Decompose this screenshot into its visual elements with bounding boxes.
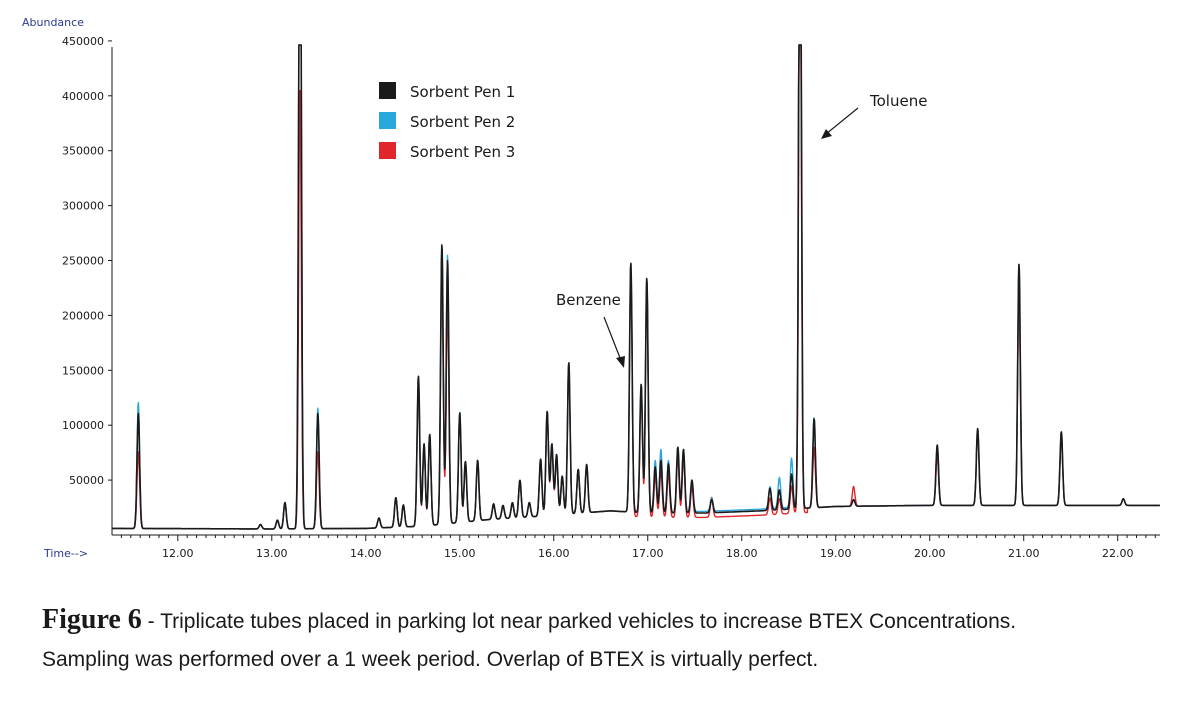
y-tick-label: 50000 [69,474,104,487]
y-tick-label: 450000 [62,35,104,48]
y-tick-label: 100000 [62,419,104,432]
annotation-toluene-arrowhead [821,129,832,139]
traces [112,44,1161,530]
annotation-benzene-arrow [603,316,623,364]
y-tick-label: 250000 [62,255,104,268]
figure-caption: Figure 6 - Triplicate tubes placed in pa… [42,602,1162,678]
trace-sorbent-pen-3 [112,44,1161,530]
caption-text-1: - Triplicate tubes placed in parking lot… [141,610,1017,633]
axes [108,40,1160,541]
y-tick-label: 150000 [62,364,104,377]
x-tick-label: 19.00 [820,547,852,560]
chromatogram-chart: Abundance Time--> 50000 100000 150000 20000… [22,16,1161,560]
annotation-benzene-arrowhead [616,356,625,368]
legend-swatch-pen-2 [379,112,396,129]
y-tick-label: 200000 [62,309,104,322]
legend-label-pen-1: Sorbent Pen 1 [410,83,515,101]
x-tick-label: 13.00 [256,547,288,560]
x-tick-labels: 12.00 13.00 14.00 15.00 16.00 17.00 18.00 19.00… [162,547,1133,560]
annotation-toluene: Toluene [821,92,927,139]
annotation-toluene-label: Toluene [869,92,927,110]
x-tick-label: 14.00 [350,547,382,560]
legend-label-pen-3: Sorbent Pen 3 [410,143,515,161]
x-tick-label: 21.00 [1008,547,1040,560]
annotation-benzene: Benzene [556,291,625,368]
legend-label-pen-2: Sorbent Pen 2 [410,113,515,131]
y-tick-labels: 50000 100000 150000 200000 250000 300000 35000… [62,35,104,487]
y-tick-label: 400000 [62,90,104,103]
x-tick-label: 18.00 [726,547,758,560]
x-tick-label: 20.00 [914,547,946,560]
x-tick-label: 12.00 [162,547,194,560]
x-tick-label: 17.00 [632,547,664,560]
annotation-benzene-label: Benzene [556,291,621,309]
y-axis-title: Abundance [22,16,84,29]
figure-label: Figure 6 [42,604,142,635]
trace-sorbent-pen-1 [112,44,1161,530]
x-tick-label: 16.00 [538,547,570,560]
legend-swatch-pen-3 [379,142,396,159]
x-tick-label: 22.00 [1102,547,1134,560]
legend-swatch-pen-1 [379,82,396,99]
caption-line-2: Sampling was performed over a 1 week per… [42,648,819,671]
trace-sorbent-pen-2 [112,44,1161,530]
x-axis-title: Time--> [43,547,88,560]
legend: Sorbent Pen 1 Sorbent Pen 2 Sorbent Pen … [379,82,515,161]
y-tick-label: 300000 [62,200,104,213]
y-tick-label: 350000 [62,145,104,158]
x-tick-label: 15.00 [444,547,476,560]
caption-line-1: Figure 6 - Triplicate tubes placed in pa… [42,602,1162,642]
annotation-toluene-arrow [825,107,859,135]
